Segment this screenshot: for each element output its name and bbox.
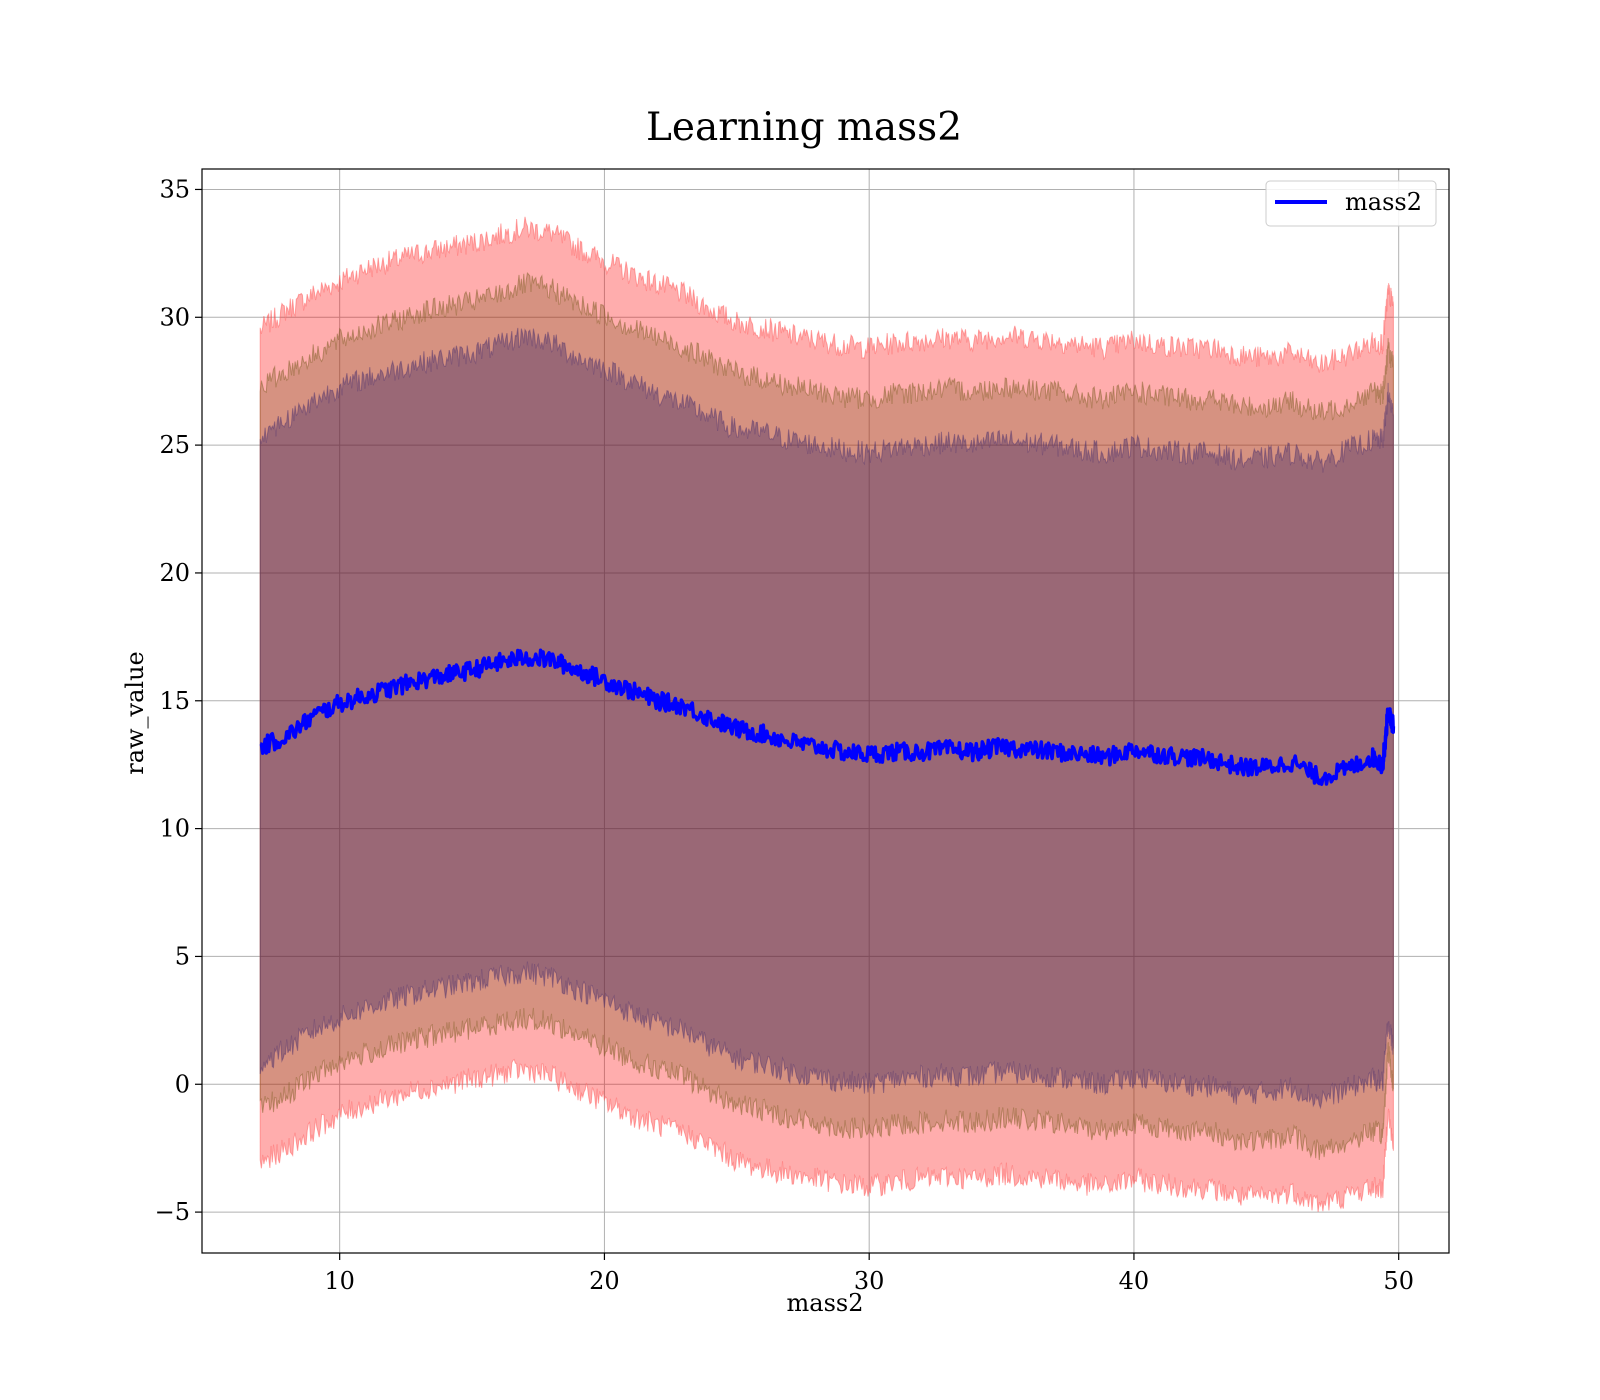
y-axis-ticks: −5 0 5 10 15 20 25 30 35 [155,175,202,1226]
x-tick-label: 30 [854,1267,885,1295]
y-axis-label: raw_value [121,651,149,775]
plot-frame [201,168,1450,1254]
y-tick-label: 10 [159,815,190,843]
y-tick-label: 5 [175,942,190,970]
x-tick-label: 20 [589,1267,620,1295]
x-axis-ticks: 10 20 30 40 50 [324,1253,1414,1295]
y-tick-label: 15 [159,687,190,715]
legend-box [1265,180,1437,227]
x-axis-label: mass2 [787,1289,864,1317]
band-middle [259,272,1394,1161]
x-tick-label: 40 [1119,1267,1150,1295]
uncertainty-bands [259,216,1394,1212]
y-tick-label: 20 [159,559,190,587]
series-lines [259,648,1396,786]
band-widest [259,216,1394,1212]
y-tick-label: 0 [175,1070,190,1098]
y-tick-label: 35 [159,175,190,203]
y-tick-label: 30 [159,303,190,331]
band-inner [259,327,1394,1110]
x-tick-label: 50 [1383,1267,1414,1295]
x-tick-label: 10 [324,1267,355,1295]
y-tick-label: −5 [155,1198,190,1226]
y-tick-label: 25 [159,431,190,459]
series-line-mass2 [259,648,1396,786]
chart-title: Learning mass2 [646,105,962,150]
legend: mass2 [1265,180,1437,227]
legend-label-mass2: mass2 [1345,188,1422,216]
